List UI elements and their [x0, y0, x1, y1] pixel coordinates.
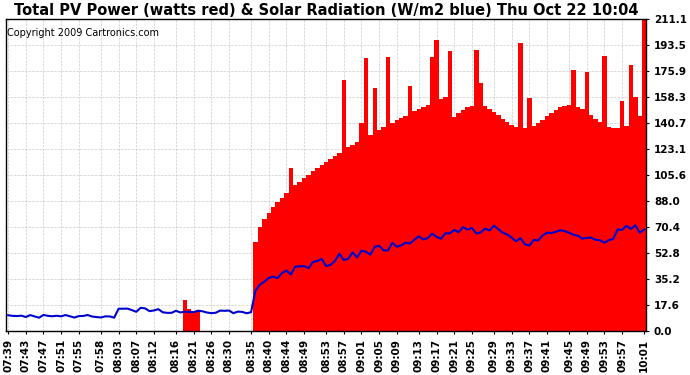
Bar	[593, 119, 598, 331]
Bar	[443, 96, 448, 331]
Bar	[500, 118, 505, 331]
Bar	[257, 227, 262, 331]
Bar	[540, 120, 544, 331]
Bar	[589, 115, 593, 331]
Bar	[430, 57, 434, 331]
Bar	[266, 213, 271, 331]
Bar	[315, 168, 319, 331]
Bar	[492, 112, 496, 331]
Title: Total PV Power (watts red) & Solar Radiation (W/m2 blue) Thu Oct 22 10:04: Total PV Power (watts red) & Solar Radia…	[14, 3, 638, 18]
Bar	[275, 202, 279, 331]
Bar	[279, 198, 284, 331]
Bar	[328, 159, 333, 331]
Bar	[364, 57, 368, 331]
Bar	[607, 127, 611, 331]
Bar	[377, 130, 382, 331]
Bar	[598, 122, 602, 331]
Bar	[196, 310, 200, 331]
Bar	[575, 106, 580, 331]
Bar	[633, 96, 638, 331]
Bar	[187, 309, 191, 331]
Bar	[355, 142, 359, 331]
Bar	[324, 162, 328, 331]
Bar	[319, 165, 324, 331]
Bar	[421, 107, 426, 331]
Bar	[426, 105, 430, 331]
Bar	[288, 168, 293, 331]
Bar	[456, 113, 461, 331]
Bar	[439, 99, 443, 331]
Bar	[333, 156, 337, 331]
Bar	[487, 109, 492, 331]
Bar	[262, 219, 266, 331]
Bar	[373, 88, 377, 331]
Bar	[434, 40, 439, 331]
Bar	[615, 129, 620, 331]
Bar	[293, 185, 297, 331]
Bar	[386, 57, 390, 331]
Bar	[382, 127, 386, 331]
Bar	[399, 118, 404, 331]
Bar	[284, 193, 288, 331]
Bar	[638, 116, 642, 331]
Bar	[404, 116, 408, 331]
Bar	[553, 110, 558, 331]
Bar	[346, 147, 351, 331]
Bar	[571, 69, 575, 331]
Bar	[549, 113, 553, 331]
Bar	[478, 83, 483, 331]
Bar	[271, 207, 275, 331]
Bar	[505, 122, 509, 331]
Bar	[395, 120, 399, 331]
Bar	[465, 107, 470, 331]
Bar	[461, 110, 465, 331]
Bar	[351, 145, 355, 331]
Bar	[522, 129, 527, 331]
Bar	[580, 109, 584, 331]
Bar	[306, 174, 310, 331]
Bar	[536, 123, 540, 331]
Bar	[412, 111, 417, 331]
Bar	[629, 65, 633, 331]
Bar	[602, 56, 607, 331]
Bar	[509, 125, 514, 331]
Bar	[342, 80, 346, 331]
Bar	[527, 98, 531, 331]
Bar	[183, 300, 187, 331]
Bar	[302, 178, 306, 331]
Bar	[337, 153, 342, 331]
Bar	[642, 19, 647, 331]
Bar	[359, 123, 364, 331]
Bar	[531, 126, 536, 331]
Bar	[368, 135, 373, 331]
Bar	[310, 171, 315, 331]
Bar	[567, 105, 571, 331]
Bar	[417, 109, 421, 331]
Bar	[390, 123, 395, 331]
Bar	[624, 126, 629, 331]
Bar	[518, 43, 522, 331]
Bar	[253, 242, 257, 331]
Bar	[470, 106, 474, 331]
Bar	[584, 72, 589, 331]
Bar	[452, 117, 456, 331]
Bar	[544, 117, 549, 331]
Bar	[191, 310, 196, 331]
Bar	[483, 106, 487, 331]
Bar	[297, 182, 302, 331]
Bar	[620, 101, 624, 331]
Bar	[448, 51, 452, 331]
Bar	[496, 115, 500, 331]
Bar	[514, 127, 518, 331]
Text: Copyright 2009 Cartronics.com: Copyright 2009 Cartronics.com	[7, 28, 159, 38]
Bar	[408, 86, 412, 331]
Bar	[562, 106, 567, 331]
Bar	[558, 107, 562, 331]
Bar	[611, 128, 615, 331]
Bar	[474, 50, 478, 331]
